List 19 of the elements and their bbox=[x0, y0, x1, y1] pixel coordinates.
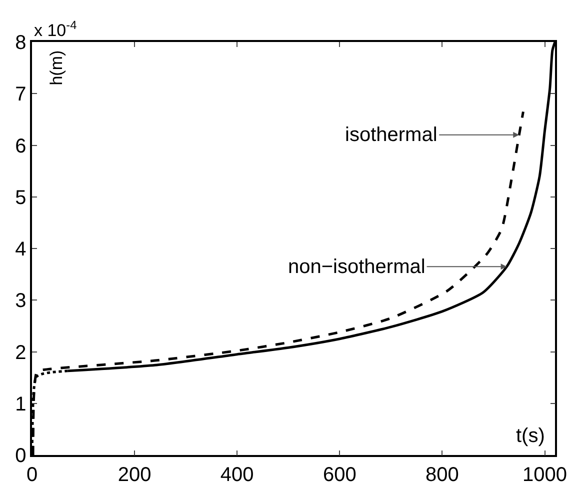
x-axis-title: t(s) bbox=[516, 425, 545, 447]
x-tick-label: 800 bbox=[426, 464, 459, 486]
annotation: non−isothermal bbox=[288, 256, 426, 278]
x-tick-label: 400 bbox=[220, 464, 254, 486]
y-tick-label: 5 bbox=[15, 186, 26, 209]
y-tick-label: 4 bbox=[15, 238, 26, 260]
text: x 10$^{-4}$ bbox=[34, 18, 78, 40]
x-tick-label: 600 bbox=[322, 464, 356, 486]
y-tick-label: 1 bbox=[15, 393, 26, 416]
y-tick-label: 0 bbox=[15, 445, 26, 467]
y-tick-label: 8 bbox=[15, 32, 26, 54]
y-tick-label: 6 bbox=[15, 135, 26, 158]
y-tick-label: 2 bbox=[15, 342, 26, 364]
y-tick-label: 3 bbox=[15, 290, 26, 312]
annotation: isothermal bbox=[345, 124, 438, 146]
x-tick-label: 200 bbox=[118, 464, 152, 486]
x-tick-label: 1000 bbox=[522, 464, 567, 486]
y-tick-label: 7 bbox=[15, 84, 26, 106]
y-axis-title: h(m) bbox=[46, 50, 66, 86]
